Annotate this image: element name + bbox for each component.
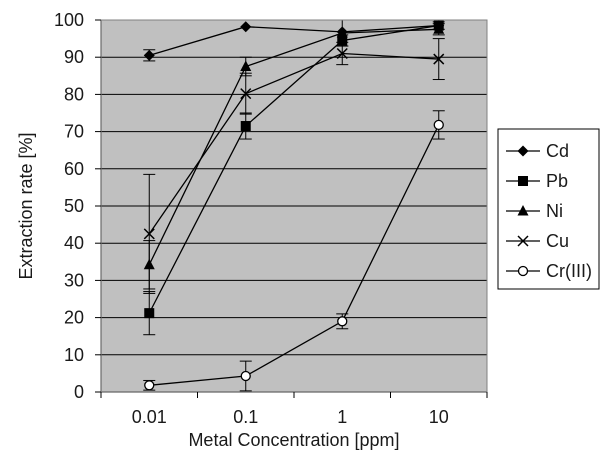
series-markers [143,20,445,391]
legend-marker-pb [518,176,528,186]
x-tick-labels: 0.01 0.1 1 10 [132,407,449,427]
series-line-cu [148,52,439,235]
series-line-cd [149,24,439,56]
y-tick-label: 20 [64,308,84,328]
data-point-cr-iii [240,370,251,382]
y-tick-label: 60 [64,159,84,179]
axes [95,19,488,398]
data-point-pb [240,121,251,132]
legend-item-cr-iii: Cr(III) [506,261,592,281]
data-point-cr-iii [337,316,348,327]
legend: Cd Pb Ni Cu Cr(III) [506,141,592,281]
data-point-ni [336,27,348,38]
series-lines [148,24,440,386]
y-tick-label: 40 [64,233,84,253]
y-tick-label: 50 [64,196,84,216]
legend-label: Pb [546,171,568,191]
legend-label: Cu [546,231,569,251]
data-point-ni [433,23,445,34]
x-tick-label: 0.01 [132,407,167,427]
legend-marker-cu [517,235,529,247]
y-tick-label: 70 [64,122,84,142]
y-tick-label: 80 [64,84,84,104]
legend-marker-ni [517,205,529,216]
data-point-cu [240,88,252,100]
y-tick-labels: 0 10 20 30 40 50 60 70 80 90 100 [54,10,84,402]
data-point-cu [433,53,445,65]
legend-marker-cr-iii [517,265,529,277]
data-point-cr-iii [144,380,155,391]
y-tick-label: 100 [54,10,84,30]
data-point-pb [337,35,348,46]
legend-label: Cd [546,141,569,161]
x-tick-label: 1 [337,407,347,427]
data-point-ni [240,60,252,71]
data-point-cd [240,21,252,33]
legend-item-ni: Ni [506,201,563,221]
data-point-ni [143,258,155,270]
x-axis-title: Metal Concentration [ppm] [188,430,399,450]
legend-label: Cr(III) [546,261,592,281]
legend-label: Ni [546,201,563,221]
x-tick-label: 10 [429,407,449,427]
data-point-pb [144,308,155,319]
y-tick-label: 0 [74,382,84,402]
series-line-pb [148,24,439,314]
legend-item-pb: Pb [506,171,568,191]
series-line-cr-iii [149,124,440,386]
legend-item-cu: Cu [506,231,569,251]
y-axis-title: Extraction rate [%] [16,132,36,279]
data-point-cd [143,49,155,61]
legend-box [497,128,600,290]
data-point-cu [143,228,155,240]
data-point-cu [336,47,348,60]
legend-marker-cd [517,145,529,157]
data-point-cr-iii [433,119,444,131]
y-tick-label: 10 [64,345,84,365]
y-tick-label: 90 [64,47,84,67]
legend-item-cd: Cd [506,141,569,161]
series-line-ni [148,28,439,266]
y-tick-label: 30 [64,270,84,290]
x-tick-label: 0.1 [233,407,258,427]
